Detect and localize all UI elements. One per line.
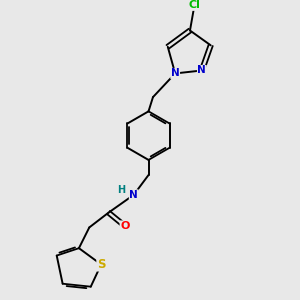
Text: N: N (171, 68, 179, 78)
Text: S: S (97, 258, 105, 271)
Text: N: N (197, 65, 206, 76)
Text: O: O (120, 221, 130, 231)
Text: Cl: Cl (188, 0, 200, 10)
Text: H: H (117, 184, 125, 194)
Text: N: N (129, 190, 138, 200)
